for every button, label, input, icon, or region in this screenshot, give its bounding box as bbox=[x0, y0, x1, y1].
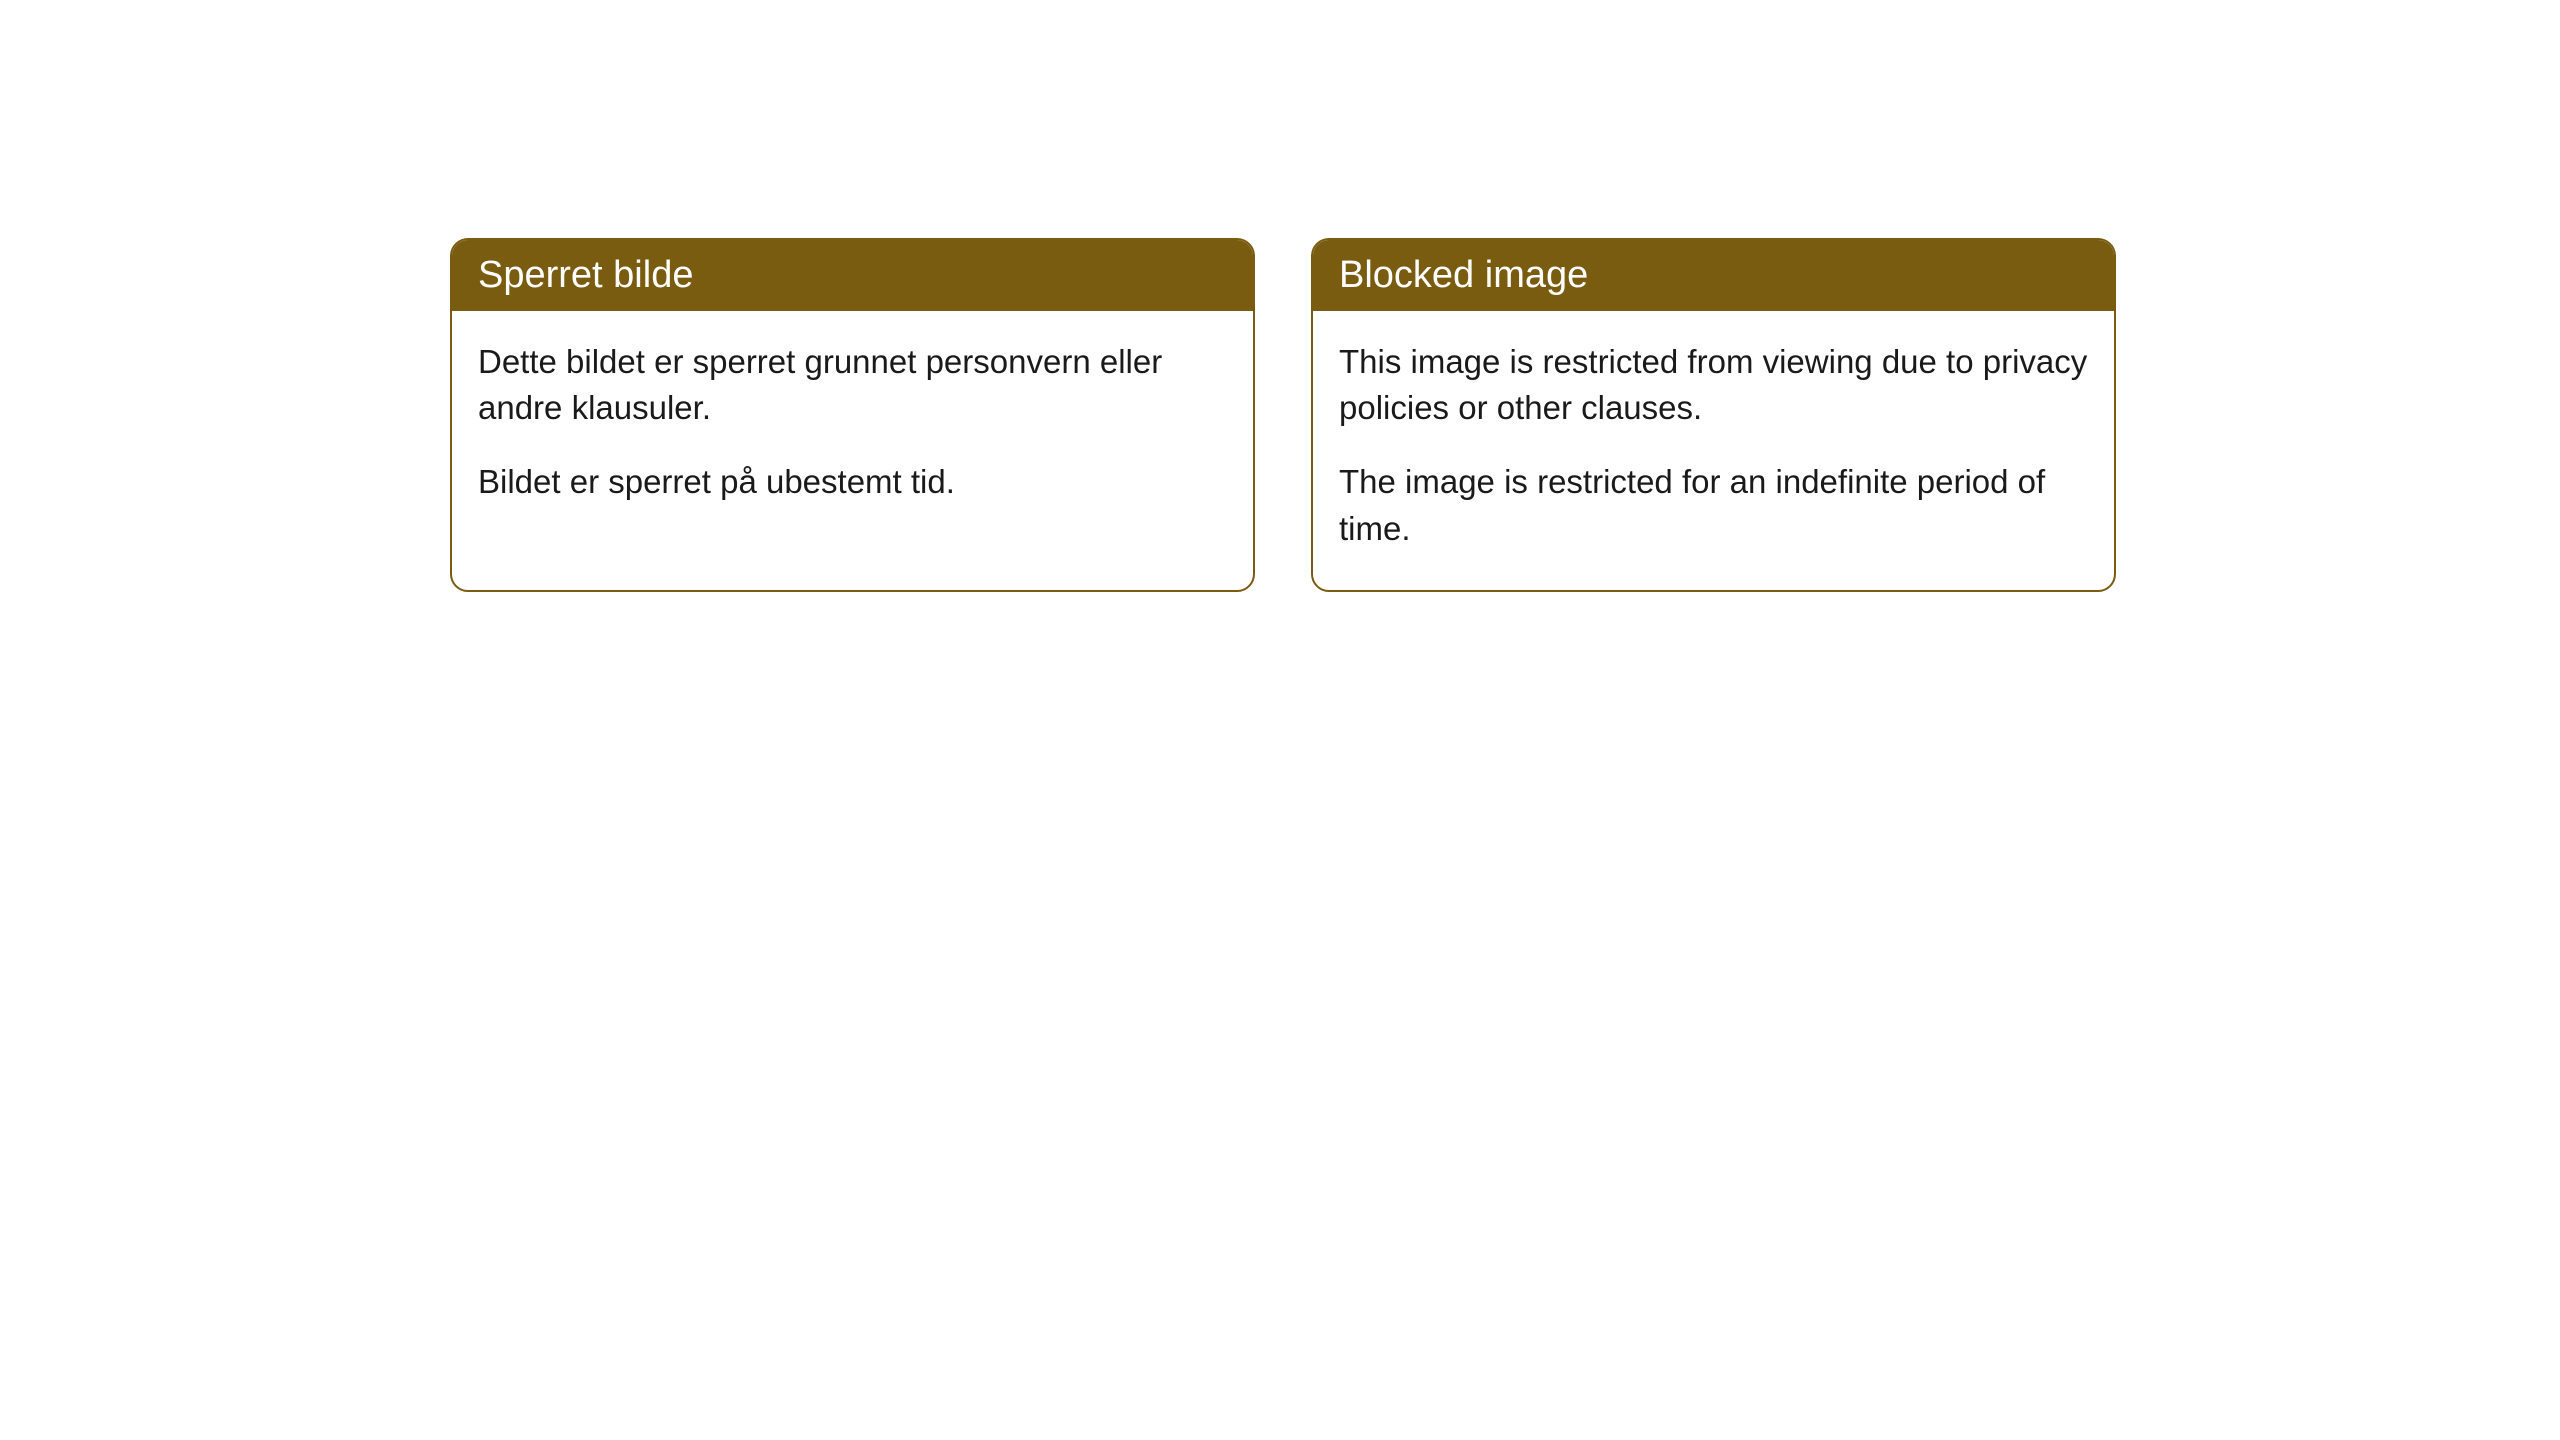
card-paragraph: Bildet er sperret på ubestemt tid. bbox=[478, 459, 1227, 505]
card-paragraph: Dette bildet er sperret grunnet personve… bbox=[478, 339, 1227, 431]
card-header: Sperret bilde bbox=[452, 240, 1253, 311]
card-paragraph: This image is restricted from viewing du… bbox=[1339, 339, 2088, 431]
notice-card-english: Blocked image This image is restricted f… bbox=[1311, 238, 2116, 592]
card-body: This image is restricted from viewing du… bbox=[1313, 311, 2114, 590]
card-paragraph: The image is restricted for an indefinit… bbox=[1339, 459, 2088, 551]
card-header: Blocked image bbox=[1313, 240, 2114, 311]
notice-card-norwegian: Sperret bilde Dette bildet er sperret gr… bbox=[450, 238, 1255, 592]
card-body: Dette bildet er sperret grunnet personve… bbox=[452, 311, 1253, 544]
notice-cards-container: Sperret bilde Dette bildet er sperret gr… bbox=[450, 238, 2560, 592]
